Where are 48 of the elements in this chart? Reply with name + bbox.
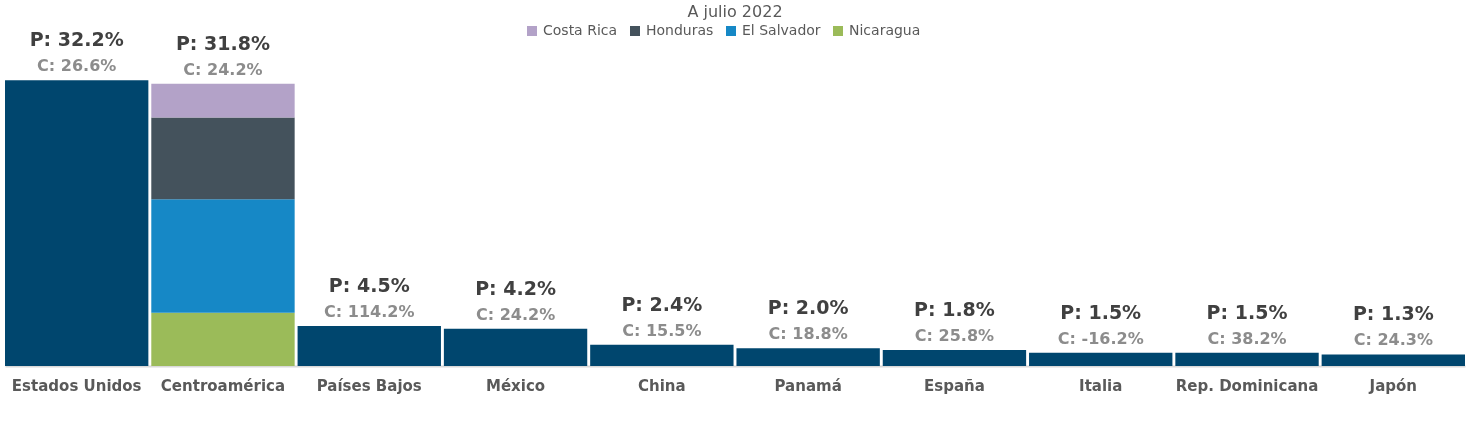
legend-label: Costa Rica xyxy=(543,22,618,38)
data-label: P: 4.5% xyxy=(328,274,410,297)
data-label: P: 32.2% xyxy=(29,28,124,51)
bar xyxy=(1029,352,1173,366)
chart-title: A julio 2022 xyxy=(687,2,783,21)
bar xyxy=(1175,352,1319,366)
x-tick-label: Rep. Dominicana xyxy=(1175,376,1319,395)
x-tick-label: Japón xyxy=(1368,376,1418,395)
legend-label: Nicaragua xyxy=(849,22,921,38)
annotation: C: 38.2% xyxy=(1207,328,1287,348)
annotation: C: 15.5% xyxy=(622,320,702,340)
annotation: C: 25.8% xyxy=(914,326,995,346)
data-label: P: 2.4% xyxy=(621,292,703,315)
bar xyxy=(151,199,295,313)
data-label: P: 1.5% xyxy=(1060,300,1142,323)
annotation: C: 24.2% xyxy=(183,59,263,79)
x-tick-label: España xyxy=(924,376,985,395)
bar xyxy=(151,83,295,118)
data-label: P: 1.3% xyxy=(1352,302,1434,325)
annotation: C: -16.2% xyxy=(1057,328,1144,348)
data-label: P: 1.8% xyxy=(914,298,995,321)
annotation: C: 24.2% xyxy=(475,304,556,324)
bar xyxy=(1321,354,1465,366)
x-tick-label: Italia xyxy=(1079,376,1123,395)
bar xyxy=(882,350,1027,366)
x-tick-label: China xyxy=(638,376,686,395)
data-label: P: 2.0% xyxy=(767,296,849,319)
x-tick-label: México xyxy=(486,376,546,395)
data-label: P: 4.2% xyxy=(475,276,556,299)
legend-label: El Salvador xyxy=(742,22,821,38)
annotation: C: 18.8% xyxy=(768,324,848,344)
bar xyxy=(151,117,295,200)
annotation: C: 24.3% xyxy=(1353,330,1433,350)
bar xyxy=(443,328,588,366)
bar xyxy=(151,312,295,366)
annotation: C: 26.6% xyxy=(37,56,117,76)
legend-label: Honduras xyxy=(646,22,714,38)
x-tick-label: Panamá xyxy=(774,376,842,395)
data-label: P: 1.5% xyxy=(1206,300,1288,323)
total-label: P: 31.8% xyxy=(175,31,271,54)
x-tick-label: Estados Unidos xyxy=(11,376,142,395)
bar xyxy=(736,348,880,366)
bar xyxy=(590,344,734,366)
annotation: C: 114.2% xyxy=(324,302,415,322)
x-tick-label: Centroamérica xyxy=(160,376,286,395)
bar xyxy=(297,326,441,366)
x-tick-label: Países Bajos xyxy=(316,376,422,395)
bar xyxy=(5,80,149,366)
